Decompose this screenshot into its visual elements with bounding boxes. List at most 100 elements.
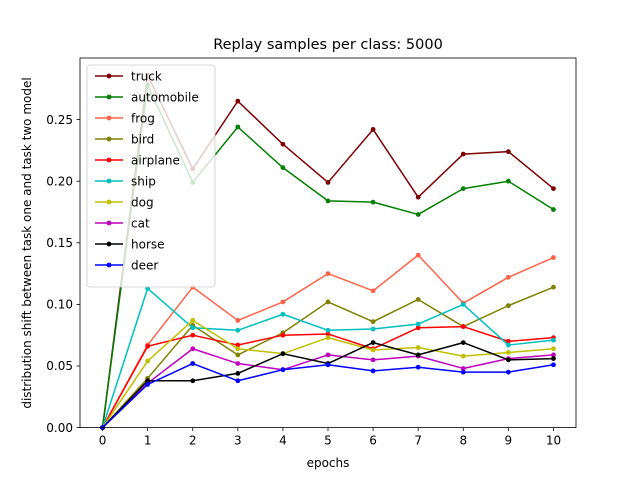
legend-label: horse <box>131 238 165 252</box>
series-deer <box>100 361 556 430</box>
y-tick-label: 0.00 <box>46 421 73 435</box>
legend-entry-deer: deer <box>95 259 158 273</box>
legend-entry-airplane: airplane <box>95 154 180 168</box>
data-point-frog <box>235 318 241 323</box>
legend-swatch-marker <box>106 157 112 163</box>
legend-label: bird <box>131 133 154 147</box>
legend-swatch-marker <box>106 73 112 79</box>
data-point-deer <box>505 369 511 375</box>
chart-title: Replay samples per class: 5000 <box>213 37 443 53</box>
data-point-dog <box>145 358 151 364</box>
legend-swatch-marker <box>106 115 112 121</box>
data-point-cat <box>325 352 331 358</box>
legend-entry-truck: truck <box>95 70 162 84</box>
data-point-deer <box>280 367 286 373</box>
data-point-frog <box>280 299 286 305</box>
series-airplane <box>100 324 556 430</box>
legend-entry-bird: bird <box>95 133 154 147</box>
data-point-dog <box>190 318 196 323</box>
x-tick-label: 4 <box>279 434 287 448</box>
data-point-automobile <box>280 165 286 171</box>
data-point-ship <box>235 327 241 333</box>
data-point-automobile <box>551 207 556 212</box>
legend-entry-frog: frog <box>95 112 155 126</box>
y-tick-label: 0.05 <box>46 359 73 373</box>
x-tick-label: 6 <box>369 434 377 448</box>
data-point-automobile <box>415 212 421 217</box>
data-point-bird <box>551 284 556 290</box>
x-axis-label: epochs <box>307 456 350 470</box>
x-tick-label: 7 <box>414 434 422 448</box>
legend-swatch-marker <box>106 136 112 142</box>
legend-label: dog <box>131 196 154 210</box>
data-point-dog <box>415 345 421 350</box>
data-point-horse <box>370 340 376 345</box>
data-point-deer <box>551 362 556 368</box>
plot-area <box>100 72 556 430</box>
y-tick-label: 0.10 <box>46 298 73 312</box>
x-tick-label: 10 <box>546 434 561 448</box>
data-point-horse <box>551 356 556 362</box>
data-point-truck <box>370 127 376 132</box>
data-point-deer <box>235 378 241 384</box>
legend-swatch-marker <box>106 199 112 205</box>
data-point-airplane <box>415 325 421 331</box>
legend-entry-dog: dog <box>95 196 154 210</box>
data-point-ship <box>280 311 286 317</box>
x-tick-label: 8 <box>459 434 467 448</box>
data-point-deer <box>190 361 196 366</box>
data-point-airplane <box>325 331 331 337</box>
x-tick-label: 3 <box>234 434 242 448</box>
data-point-truck <box>235 98 241 104</box>
legend-swatch-marker <box>106 241 112 247</box>
data-point-bird <box>505 303 511 309</box>
x-tick-label: 9 <box>505 434 513 448</box>
y-axis-label: distribution shift between task one and … <box>20 77 34 408</box>
data-point-bird <box>235 352 241 358</box>
legend-entry-ship: ship <box>95 175 156 189</box>
data-point-airplane <box>190 332 196 338</box>
y-tick-label: 0.25 <box>46 113 73 127</box>
data-point-airplane <box>505 338 511 344</box>
data-point-ship <box>370 326 376 332</box>
data-point-cat <box>370 357 376 363</box>
data-point-dog <box>325 335 331 341</box>
data-point-dog <box>235 346 241 352</box>
data-point-truck <box>415 194 421 200</box>
y-tick-label: 0.15 <box>46 236 73 250</box>
data-point-dog <box>370 347 376 353</box>
data-point-airplane <box>460 324 466 329</box>
data-point-bird <box>415 297 421 302</box>
data-point-automobile <box>370 199 376 205</box>
data-point-truck <box>551 186 556 191</box>
legend-entry-automobile: automobile <box>95 91 199 105</box>
x-axis-ticks: 0 1 2 3 4 5 6 7 8 9 10 <box>99 427 561 448</box>
x-tick-label: 5 <box>324 434 332 448</box>
data-point-frog <box>551 255 556 260</box>
x-tick-label: 2 <box>189 434 197 448</box>
legend-entry-horse: horse <box>95 238 165 252</box>
data-point-horse <box>280 351 286 357</box>
data-point-automobile <box>460 186 466 191</box>
legend-swatch-marker <box>106 178 112 184</box>
data-point-automobile <box>505 178 511 184</box>
data-point-dog <box>460 353 466 359</box>
data-point-frog <box>370 288 376 294</box>
data-point-ship <box>325 327 331 333</box>
data-point-horse <box>190 378 196 384</box>
data-point-ship <box>460 302 466 307</box>
data-point-ship <box>190 325 196 331</box>
data-point-ship <box>415 321 421 327</box>
data-point-ship <box>551 337 556 343</box>
legend-label: airplane <box>131 154 180 168</box>
data-point-deer <box>145 382 151 387</box>
legend-label: deer <box>131 259 158 273</box>
legend-swatch-marker <box>106 220 112 226</box>
data-point-automobile <box>235 124 241 130</box>
data-point-bird <box>325 299 331 305</box>
data-point-cat <box>551 352 556 358</box>
data-point-ship <box>505 342 511 348</box>
data-point-frog <box>325 271 331 276</box>
data-point-frog <box>505 274 511 280</box>
data-point-deer <box>415 364 421 370</box>
